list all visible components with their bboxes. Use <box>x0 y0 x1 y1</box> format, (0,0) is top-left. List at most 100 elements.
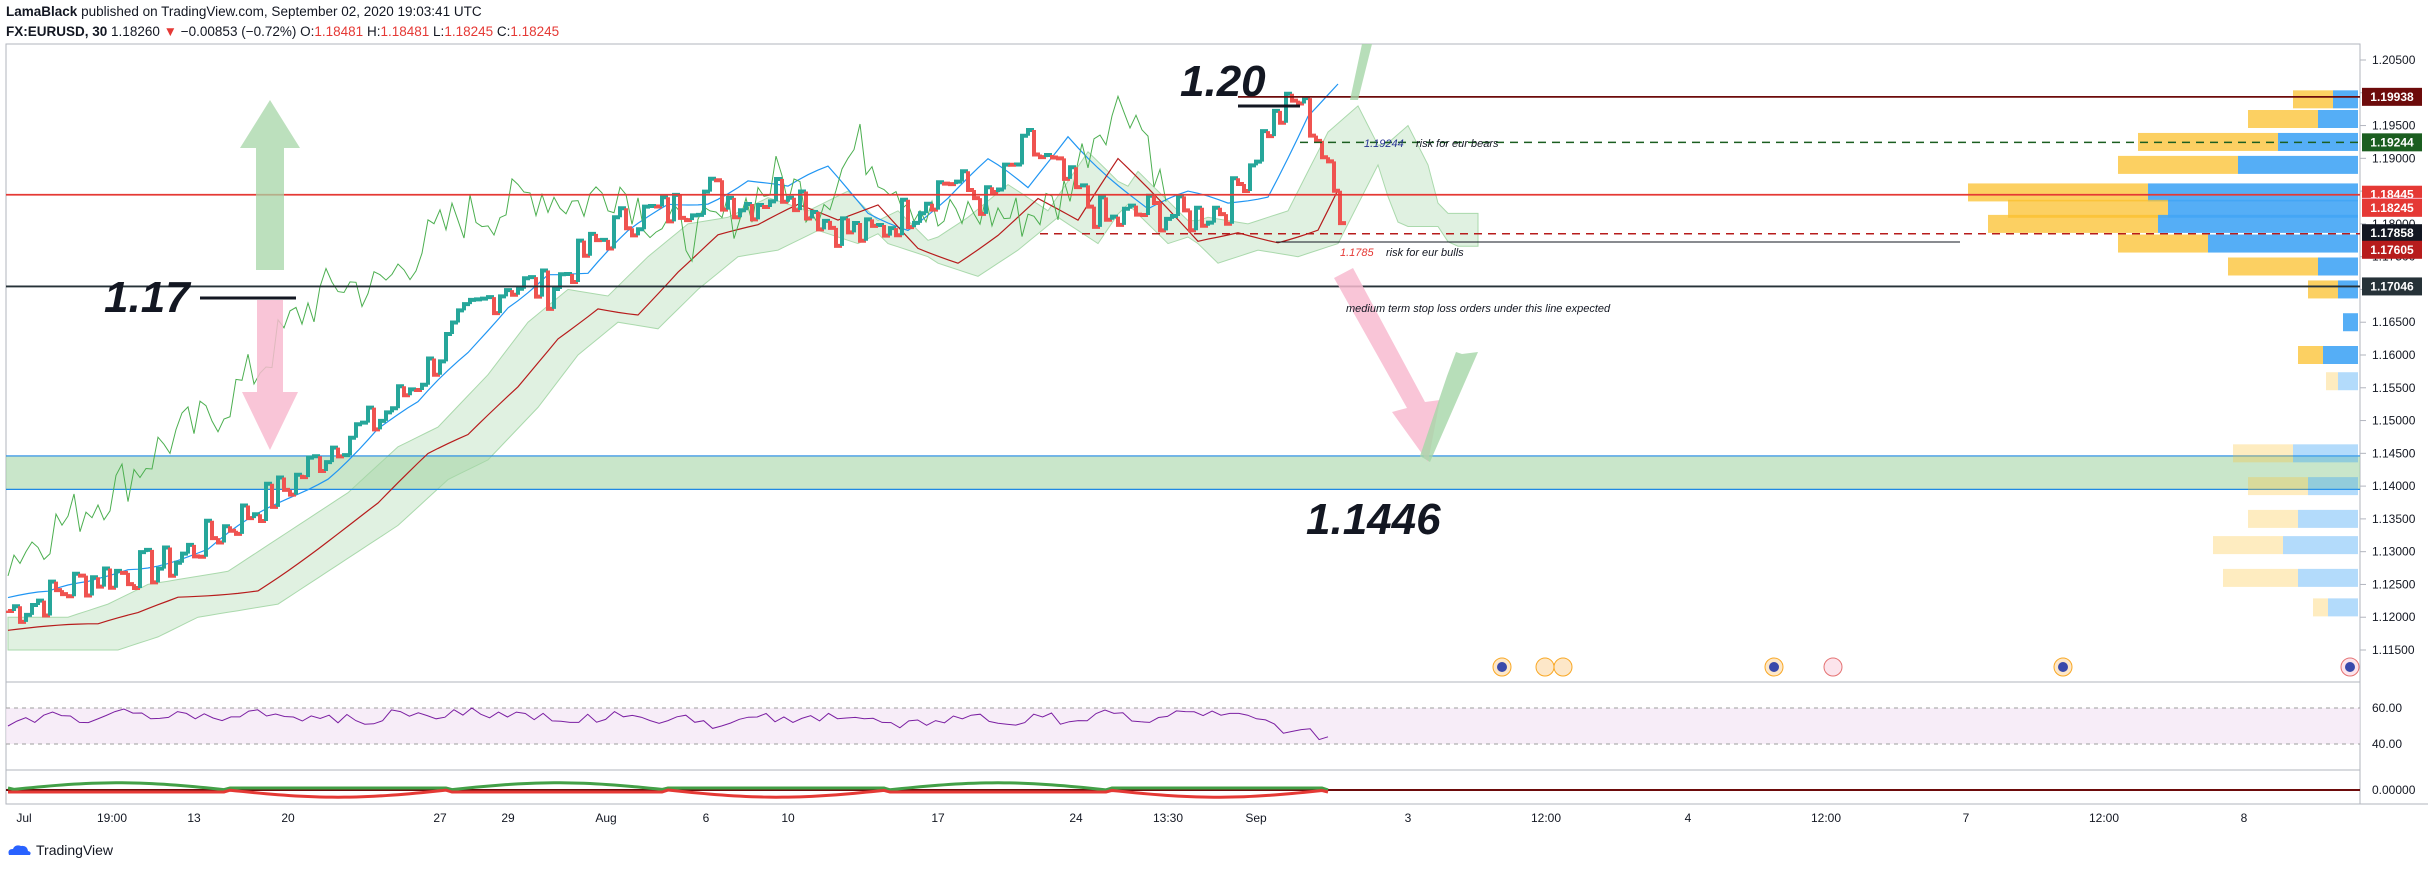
event-us-icon[interactable] <box>1535 657 1555 677</box>
up-brick <box>798 189 806 211</box>
up-brick <box>90 575 98 596</box>
down-brick <box>54 581 62 593</box>
vp-bar-value-area <box>2293 444 2358 463</box>
up-brick <box>348 435 356 456</box>
close-label: C: <box>496 24 511 39</box>
high-value: 1.18481 <box>380 24 430 39</box>
up-brick <box>138 550 146 589</box>
price-change: −0.00853 (−0.72%) <box>180 24 297 39</box>
up-brick <box>162 545 170 569</box>
down-brick <box>246 505 254 521</box>
price-label-text: 1.17858 <box>2370 226 2414 240</box>
down-brick <box>714 178 722 183</box>
down-brick <box>630 228 638 238</box>
up-brick <box>864 217 872 241</box>
x-tick-label: 24 <box>1069 811 1083 825</box>
vp-bar-outside <box>2118 155 2238 174</box>
down-brick <box>150 549 158 585</box>
y-tick-label: 1.14000 <box>2372 479 2416 493</box>
publish-info: LamaBlack published on TradingView.com, … <box>6 2 559 22</box>
up-brick <box>24 612 32 622</box>
rsi-line <box>7 707 1329 741</box>
down-brick <box>1242 183 1250 194</box>
x-tick-label: 12:00 <box>1811 811 1841 825</box>
up-brick <box>468 297 476 305</box>
y-tick-label: 1.16000 <box>2372 348 2416 362</box>
price-label-box <box>2362 240 2422 259</box>
rsi-tick-label: 40.00 <box>2372 737 2402 751</box>
price-label-box <box>2362 87 2422 106</box>
x-tick-label: 29 <box>501 811 515 825</box>
vp-bar-value-area <box>2298 568 2358 587</box>
bulls-text: risk for eur bulls <box>1386 247 1464 259</box>
vp-bar-outside <box>2228 257 2318 276</box>
vp-bar-value-area <box>2338 280 2358 299</box>
down-brick <box>678 194 686 220</box>
up-brick <box>768 199 776 207</box>
vp-bar-value-area <box>2278 132 2358 151</box>
support-zone-rect <box>6 455 2360 490</box>
down-brick <box>1032 130 1040 157</box>
rsi-pane: 60.00 40.00 <box>6 701 2402 751</box>
down-brick <box>1050 154 1058 160</box>
time-axis[interactable]: Jul 19:00 13 20 27 29 Aug 6 10 17 24 13:30 Sep 3 12:00… <box>16 811 2247 825</box>
stoploss-text: medium term stop loss orders under this … <box>1346 303 1611 315</box>
x-tick-label: Jul <box>16 811 31 825</box>
x-tick-label: 13:30 <box>1153 811 1183 825</box>
price-label-text: 1.18245 <box>2370 201 2414 215</box>
support-zone <box>6 455 2360 490</box>
up-brick <box>1122 206 1130 225</box>
economic-events[interactable] <box>1492 657 2360 677</box>
down-brick <box>1308 98 1316 138</box>
event-eu-dot <box>1769 662 1779 672</box>
x-tick-label: 4 <box>1685 811 1692 825</box>
ohlc-line: FX:EURUSD, 30 1.18260 ▼ −0.00853 (−0.72%… <box>6 22 559 42</box>
up-brick <box>528 275 536 280</box>
x-tick-label: 3 <box>1405 811 1412 825</box>
up-brick <box>540 268 548 297</box>
low-value: 1.18245 <box>444 24 494 39</box>
y-tick-label: 1.20500 <box>2372 53 2416 67</box>
up-arrow-icon <box>1420 352 1478 462</box>
up-brick <box>456 308 464 323</box>
up-brick <box>390 406 398 413</box>
up-brick <box>840 216 848 246</box>
y-tick-label: 1.11500 <box>2372 643 2415 657</box>
down-brick <box>1296 100 1304 106</box>
rsi-band <box>6 708 2360 744</box>
down-arrow-icon <box>1334 268 1440 462</box>
price-label-box <box>2362 277 2422 296</box>
down-brick <box>120 570 128 575</box>
symbol-label[interactable]: FX:EURUSD, 30 <box>6 24 108 39</box>
up-brick <box>444 332 452 362</box>
up-brick <box>408 387 416 396</box>
up-brick <box>912 220 920 228</box>
tradingview-logo[interactable]: TradingView <box>6 842 113 858</box>
up-brick <box>558 272 566 290</box>
y-tick-label: 1.19500 <box>2372 119 2416 133</box>
up-brick <box>1098 195 1106 227</box>
up-brick <box>1044 152 1052 158</box>
up-brick <box>900 197 908 236</box>
down-brick <box>1134 205 1142 217</box>
vp-bar-outside <box>2248 509 2298 528</box>
down-brick <box>1236 178 1244 186</box>
price-label-box <box>2362 198 2422 217</box>
event-us-icon[interactable] <box>1553 657 1573 677</box>
down-brick <box>168 547 176 578</box>
x-tick-label: 7 <box>1963 811 1970 825</box>
up-brick <box>744 202 752 211</box>
price-series <box>6 91 1346 624</box>
vp-bar-outside <box>2308 280 2338 299</box>
bears-text: risk for eur bears <box>1416 138 1499 150</box>
down-brick <box>84 575 92 598</box>
event-us-icon[interactable] <box>1823 657 1843 677</box>
up-brick <box>360 420 368 425</box>
vp-bar-value-area <box>2298 509 2358 528</box>
author-name[interactable]: LamaBlack <box>6 4 78 19</box>
vp-bar-outside <box>2213 536 2283 555</box>
up-brick <box>36 598 44 606</box>
x-tick-label: Sep <box>1245 811 1267 825</box>
y-tick-label: 1.12000 <box>2372 610 2416 624</box>
